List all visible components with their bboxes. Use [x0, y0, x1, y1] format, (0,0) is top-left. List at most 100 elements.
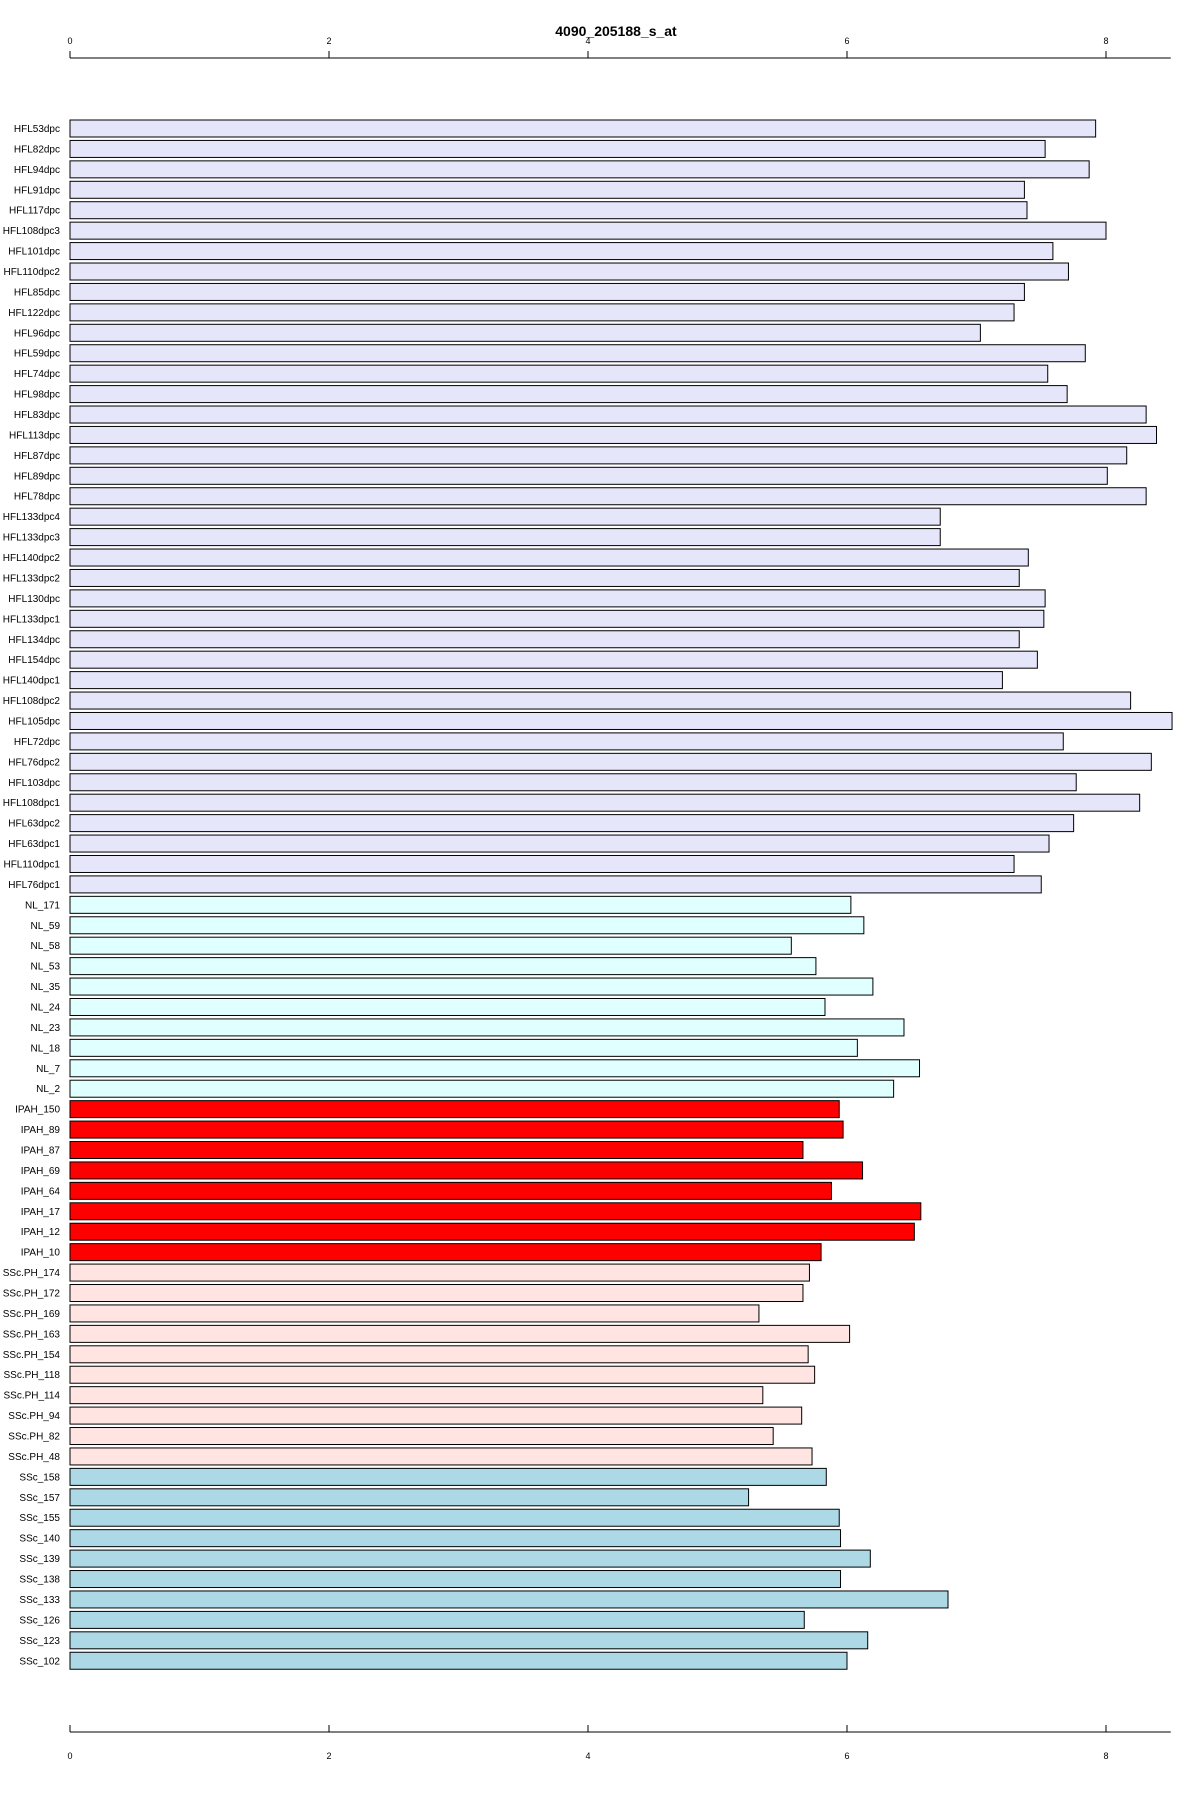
bar [69, 1406, 803, 1425]
category-label: HFL91dpc [14, 185, 60, 196]
bottom-axis-tick-label: 4 [585, 1751, 590, 1761]
bar [69, 589, 1046, 608]
bar [69, 1610, 805, 1629]
category-label: HFL140dpc2 [3, 553, 61, 564]
category-label: NL_53 [31, 962, 61, 973]
category-label: HFL103dpc [8, 778, 60, 789]
bar [69, 139, 1046, 158]
category-label: HFL85dpc [14, 287, 60, 298]
category-label: HFL133dpc2 [3, 573, 61, 584]
category-label: SSc_126 [19, 1615, 60, 1626]
bar [69, 977, 874, 996]
category-label: HFL98dpc [14, 390, 60, 401]
bar [69, 548, 1029, 567]
category-label: NL_2 [36, 1084, 60, 1095]
category-label: HFL122dpc [8, 308, 60, 319]
category-label: HFL133dpc3 [3, 533, 61, 544]
category-label: SSc_102 [19, 1656, 60, 1667]
category-label: HFL82dpc [14, 144, 60, 155]
bar [69, 323, 981, 342]
category-label: HFL72dpc [14, 737, 60, 748]
category-labels: HFL53dpc HFL82dpc HFL94dpc HFL91dpc HFL117dp… [3, 124, 61, 1667]
bar [69, 364, 1049, 383]
category-label: HFL63dpc1 [8, 839, 60, 850]
category-label: NL_35 [31, 982, 61, 993]
category-label: IPAH_10 [21, 1248, 61, 1259]
category-label: SSc_140 [19, 1534, 60, 1545]
bars [69, 119, 1173, 1670]
bar [69, 221, 1107, 240]
bar [69, 180, 1025, 199]
category-label: SSc_138 [19, 1575, 60, 1586]
bar [69, 814, 1075, 833]
bar [69, 262, 1069, 281]
bar [69, 1263, 810, 1282]
category-label: SSc_155 [19, 1513, 60, 1524]
bar [69, 630, 1020, 649]
category-label: SSc.PH_172 [3, 1289, 61, 1300]
category-label: HFL76dpc2 [8, 757, 60, 768]
category-label: SSc_123 [19, 1636, 60, 1647]
bar [69, 201, 1028, 220]
bottom-axis-tick-label: 0 [67, 1751, 72, 1761]
bar [69, 793, 1141, 812]
category-label: HFL105dpc [8, 716, 60, 727]
bar [69, 1304, 760, 1323]
top-axis-tick-label: 6 [844, 36, 849, 46]
category-label: SSc.PH_118 [3, 1370, 60, 1381]
bar [69, 1018, 905, 1037]
category-label: IPAH_17 [21, 1207, 61, 1218]
bar [69, 671, 1003, 690]
bar [69, 446, 1128, 465]
bar [69, 1120, 844, 1139]
category-label: HFL110dpc2 [3, 267, 60, 278]
category-label: IPAH_64 [21, 1186, 61, 1197]
category-label: HFL113dpc [9, 430, 60, 441]
bar [69, 1508, 840, 1527]
category-label: SSc.PH_169 [3, 1309, 61, 1320]
bar [69, 405, 1147, 424]
category-label: NL_58 [31, 941, 61, 952]
bottom-axis-tick-label: 2 [326, 1751, 331, 1761]
category-label: HFL154dpc [8, 655, 60, 666]
category-label: SSc.PH_154 [3, 1350, 61, 1361]
category-label: SSc.PH_174 [3, 1268, 61, 1279]
bar [69, 1467, 827, 1486]
bar [69, 119, 1097, 138]
bar [69, 1631, 869, 1650]
category-label: HFL133dpc1 [3, 614, 61, 625]
bottom-axis-tick-label: 8 [1103, 1751, 1108, 1761]
bar [69, 1529, 842, 1548]
bar [69, 650, 1038, 669]
bar [69, 1447, 813, 1466]
category-label: HFL96dpc [14, 328, 60, 339]
bar [69, 732, 1064, 751]
bar [69, 1488, 750, 1507]
bar [69, 711, 1173, 730]
bar [69, 385, 1068, 404]
category-label: SSc_157 [19, 1493, 60, 1504]
bar [69, 344, 1086, 363]
category-label: HFL59dpc [14, 349, 60, 360]
bar [69, 609, 1045, 628]
chart-title: 4090_205188_s_at [555, 23, 677, 39]
bar [69, 895, 852, 914]
top-axis: 0 2 4 6 8 [67, 36, 1171, 59]
bar [69, 1141, 804, 1159]
bar [69, 487, 1147, 506]
category-label: IPAH_89 [21, 1125, 61, 1136]
bar [69, 752, 1152, 771]
bar [69, 936, 792, 955]
top-axis-tick-label: 2 [326, 36, 331, 46]
bar [69, 568, 1020, 587]
bar [69, 1427, 774, 1446]
bar [69, 1651, 848, 1670]
bar [69, 1590, 949, 1609]
bar [69, 1079, 895, 1098]
bar [69, 1386, 764, 1405]
category-label: HFL83dpc [14, 410, 60, 421]
category-label: HFL108dpc3 [3, 226, 61, 237]
bar [69, 1284, 804, 1303]
category-label: SSc.PH_94 [8, 1411, 60, 1422]
bottom-axis: 0 2 4 6 8 [67, 1725, 1171, 1761]
